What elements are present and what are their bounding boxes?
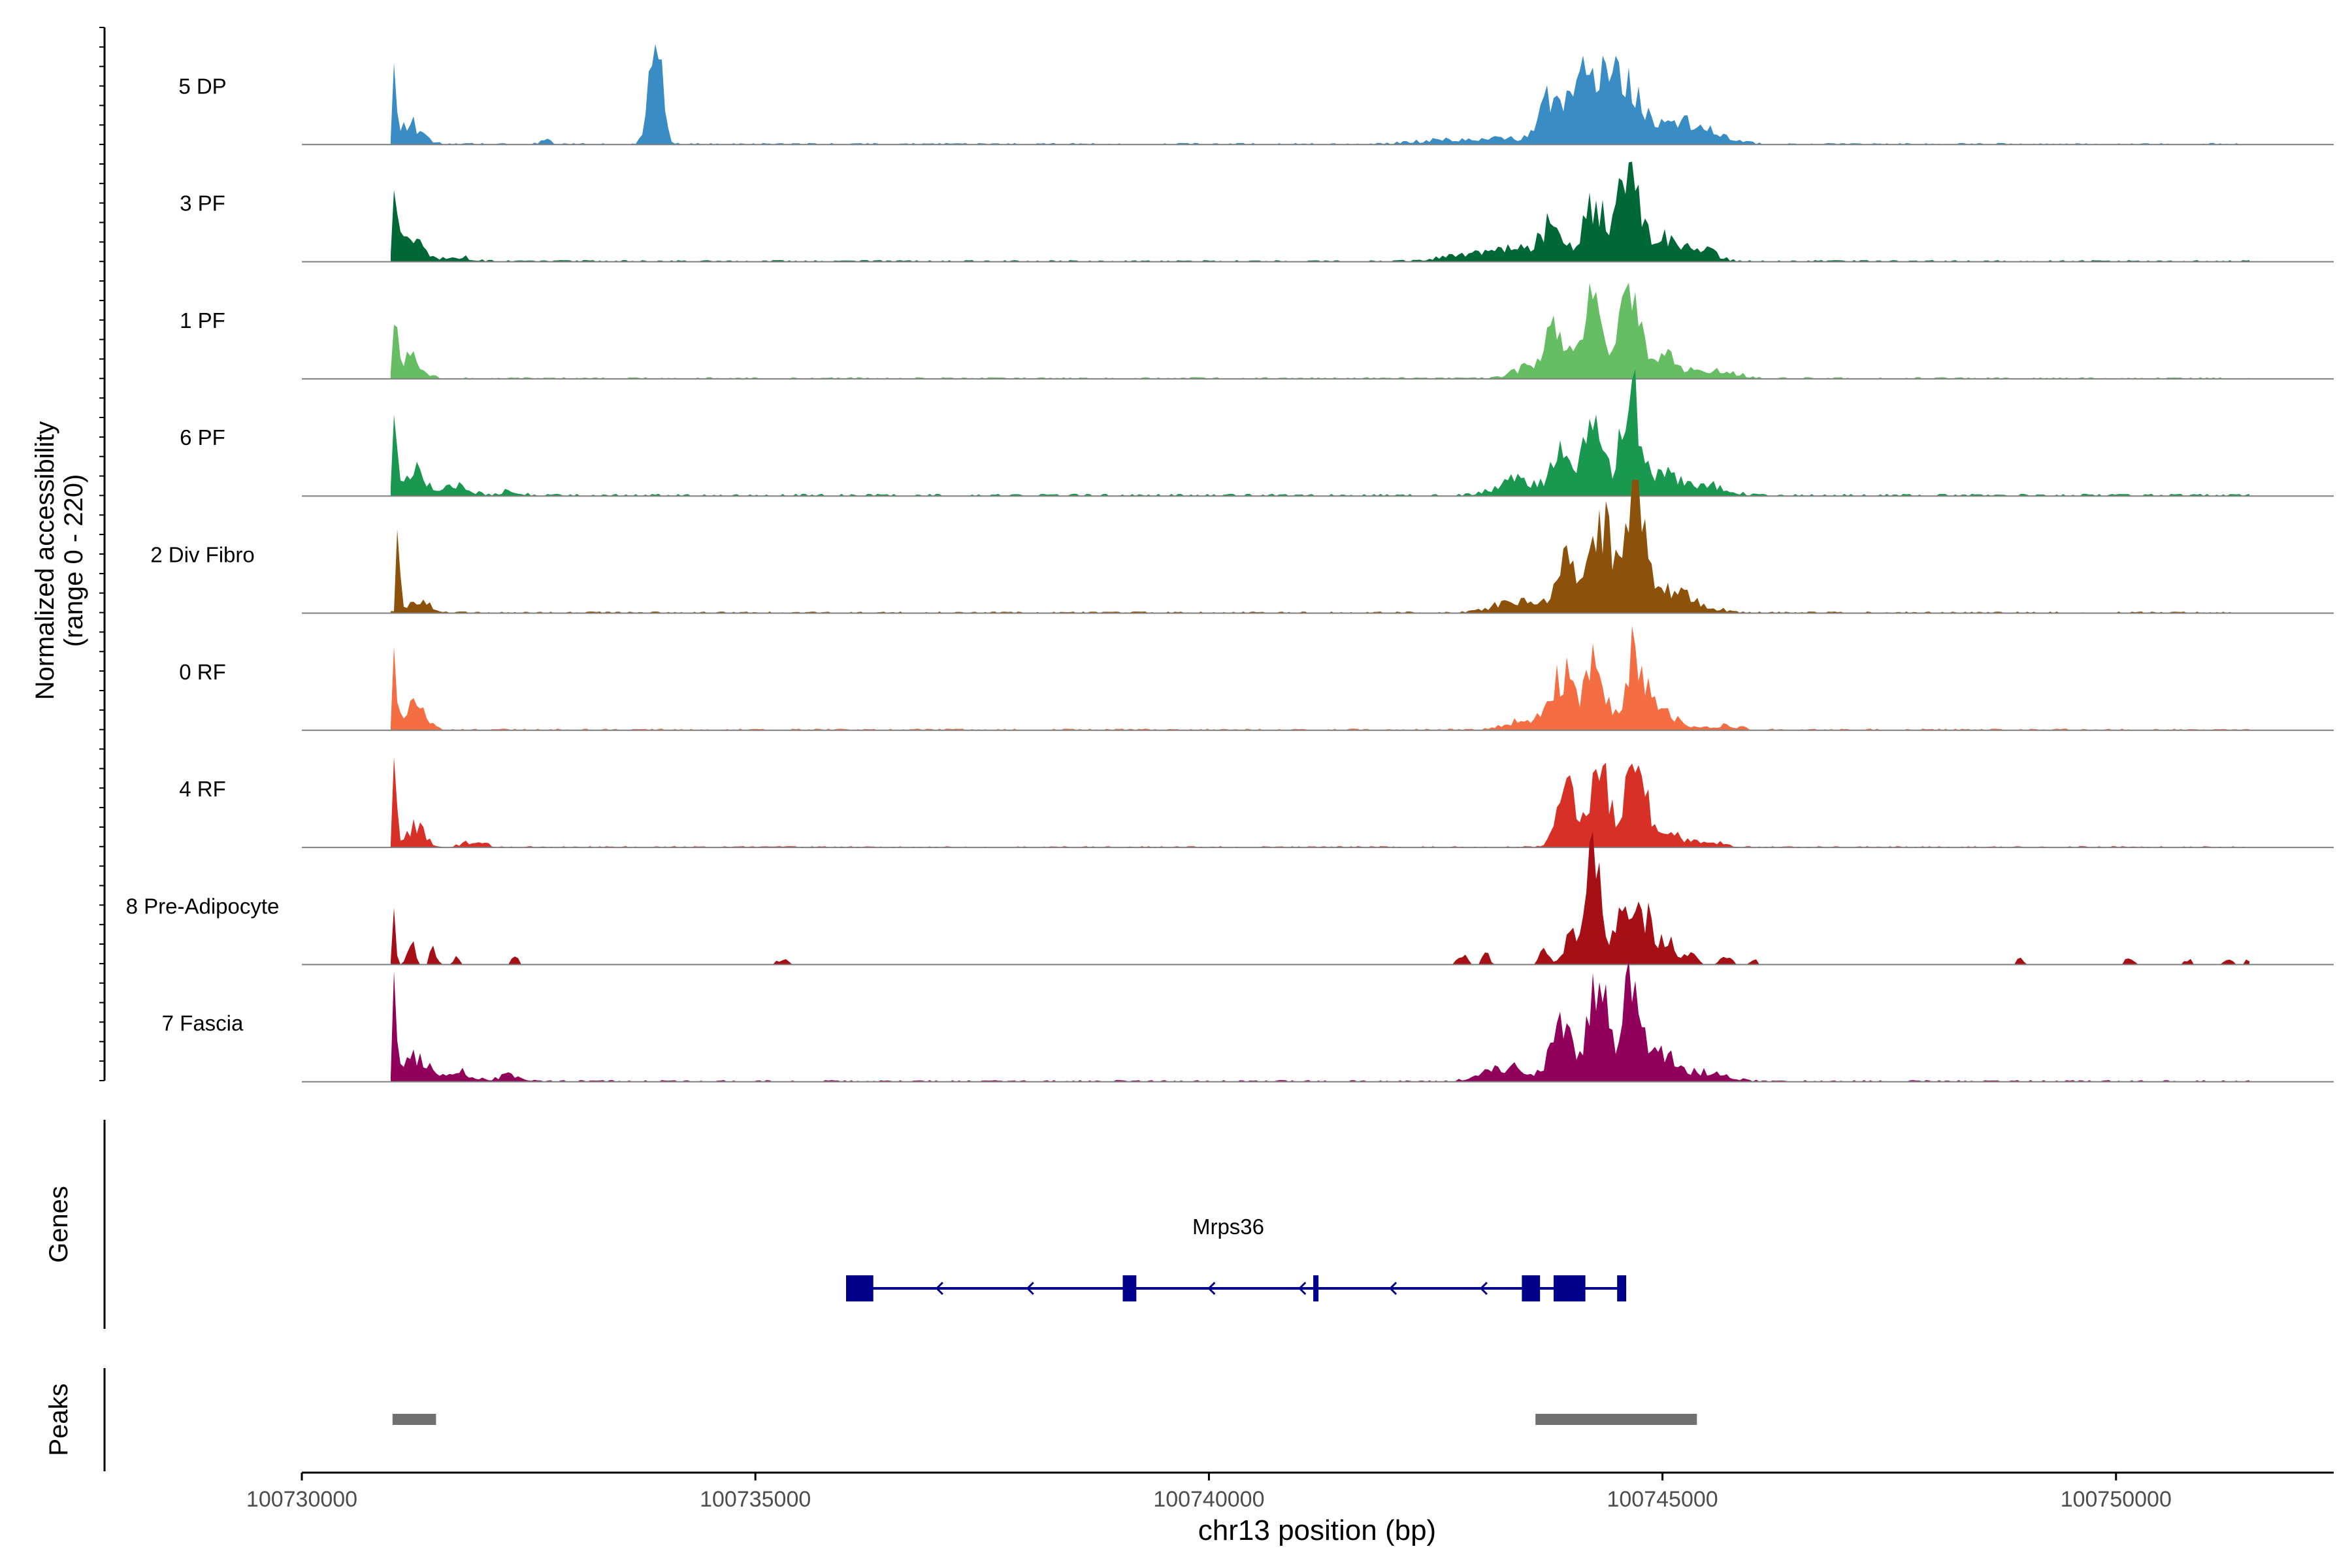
x-tick-label: 100745000 [1607,1487,1718,1512]
cluster-label: 2 Div Fibro [150,543,255,567]
strand-arrow [1479,1281,1488,1296]
coverage-area [391,44,2249,145]
cluster-label: 7 Fascia [162,1011,244,1036]
cluster-label: 5 DP [178,74,226,98]
y-axis-range-label: (range 0 - 220) [59,474,88,647]
gene-exon [1522,1275,1541,1301]
x-tick-label: 100740000 [1153,1487,1264,1512]
genes-track-label: Genes [44,1186,73,1263]
gene-exon [1313,1275,1319,1301]
coverage-area [391,831,2249,965]
coverage-area [391,368,2249,497]
cluster-label: 4 RF [179,777,226,801]
strand-arrow [935,1281,943,1296]
gene-exon [846,1275,874,1301]
coverage-track [302,757,2334,849]
peak-region [392,1414,436,1425]
coverage-area [391,960,2249,1082]
coverage-track [302,282,2334,380]
coverage-area [391,757,2249,848]
y-axis-label: Normalized accessibility [31,421,59,700]
x-axis-ticks: 100730000 100735000 100740000 100745000 1007… [246,1473,2172,1512]
strand-arrow [1388,1281,1397,1296]
coverage-y-ticks [99,27,105,1081]
peak-region [1535,1414,1697,1425]
coverage-area [391,282,2249,379]
coverage-area [391,480,2249,613]
coverage-area [391,625,2249,730]
coverage-track [302,625,2334,731]
coverage-track [302,480,2334,614]
peaks-track-label: Peaks [44,1383,73,1456]
gene-model [846,1275,1627,1301]
gene-exon [1617,1275,1627,1301]
coverage-track [302,831,2334,966]
x-tick-label: 100750000 [2061,1487,2172,1512]
gene-name-label: Mrps36 [1192,1215,1264,1239]
x-tick-label: 100735000 [700,1487,811,1512]
cluster-label: 3 PF [180,191,225,216]
coverage-track [302,44,2334,146]
x-axis-title: chr13 position (bp) [1198,1514,1436,1546]
cluster-labels: 5 DP 3 PF 1 PF 6 PF 2 Div Fibro 0 RF 4 RF 8 Pre… [126,74,280,1035]
gene-exon [1554,1275,1586,1301]
coverage-tracks [302,44,2334,1083]
strand-arrow [1026,1281,1034,1296]
cluster-label: 8 Pre-Adipocyte [126,894,280,918]
x-tick-label: 100730000 [246,1487,357,1512]
cluster-label: 6 PF [180,425,225,449]
coverage-track [302,960,2334,1083]
peak-regions [392,1414,1697,1425]
gene-exon [1122,1275,1137,1301]
coverage-track [302,368,2334,497]
strand-arrow [1298,1281,1307,1296]
cluster-label: 0 RF [179,660,226,684]
coverage-area [391,161,2249,262]
coverage-track [302,161,2334,263]
strand-arrow [1207,1281,1216,1296]
cluster-label: 1 PF [180,308,225,333]
